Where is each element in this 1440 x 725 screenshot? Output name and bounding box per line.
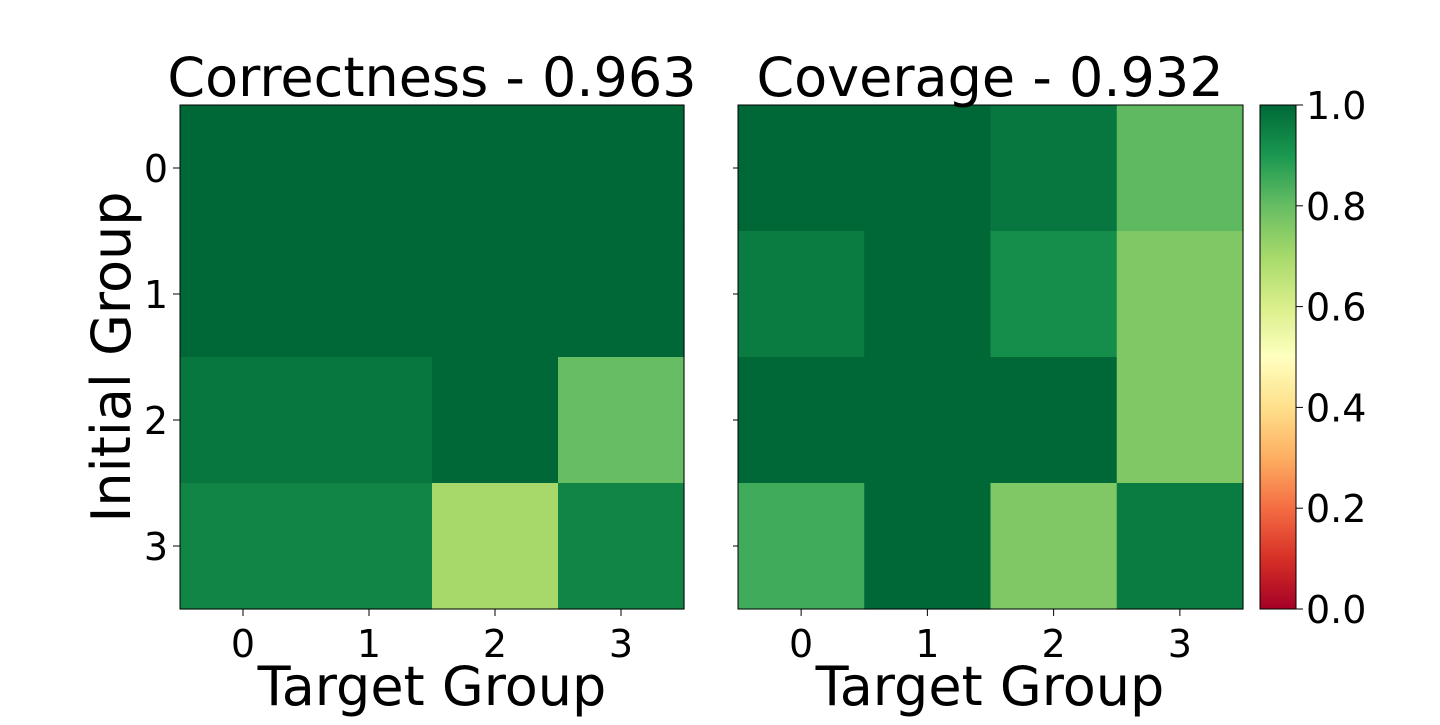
coverage-title: Coverage - 0.932 — [756, 46, 1223, 109]
coverage-cell-r3-c2 — [990, 483, 1118, 610]
correctness-cell-r2-c3 — [558, 357, 685, 484]
correctness-x-tick-label-0: 0 — [231, 622, 255, 666]
coverage-cell-r2-c0 — [738, 357, 865, 484]
coverage-y-tick-marks — [733, 167, 738, 547]
correctness-y-tick-label-2: 2 — [144, 399, 168, 443]
colorbar-frame — [1259, 104, 1297, 610]
colorbar-tick-label-3: 0.6 — [1306, 286, 1366, 330]
coverage-x-tick-label-2: 2 — [1042, 622, 1066, 666]
coverage-x-tick-label-1: 1 — [915, 622, 939, 666]
correctness-y-tick-label-3: 3 — [144, 525, 168, 569]
coverage-cell-r0-c1 — [864, 105, 992, 232]
coverage-x-tick-label-3: 3 — [1168, 622, 1192, 666]
colorbar-tick-label-4: 0.8 — [1306, 185, 1366, 229]
correctness-x-tick-label-3: 3 — [609, 622, 633, 666]
correctness-cell-r1-c1 — [306, 231, 433, 358]
coverage-cell-r0-c3 — [1116, 105, 1244, 232]
coverage-cell-r1-c3 — [1116, 231, 1244, 358]
correctness-y-ticks: 0 1 2 3 — [144, 147, 180, 569]
correctness-y-tick-label-1: 1 — [144, 273, 168, 317]
coverage-x-ticks: 0 1 2 3 — [789, 609, 1192, 666]
coverage-plot-frame — [737, 104, 1244, 610]
correctness-heatmap-cells — [180, 105, 685, 610]
colorbar-tick-label-1: 0.2 — [1306, 487, 1366, 531]
correctness-x-axis-label: Target Group — [257, 655, 607, 718]
correctness-cell-r3-c3 — [558, 483, 685, 610]
coverage-x-axis-label: Target Group — [815, 655, 1165, 718]
correctness-plot-frame — [179, 104, 685, 610]
coverage-cell-r2-c2 — [990, 357, 1118, 484]
correctness-cell-r2-c1 — [306, 357, 433, 484]
correctness-cell-r0-c1 — [306, 105, 433, 232]
correctness-cell-r3-c2 — [432, 483, 559, 610]
correctness-cell-r0-c0 — [180, 105, 307, 232]
correctness-y-tick-label-0: 0 — [144, 147, 168, 191]
correctness-cell-r1-c0 — [180, 231, 307, 358]
coverage-heatmap-cells — [738, 105, 1244, 610]
correctness-cell-r0-c3 — [558, 105, 685, 232]
correctness-cell-r3-c0 — [180, 483, 307, 610]
coverage-cell-r3-c0 — [738, 483, 865, 610]
coverage-cell-r1-c0 — [738, 231, 865, 358]
coverage-cell-r3-c1 — [864, 483, 992, 610]
correctness-y-axis-label: Initial Group — [80, 192, 143, 523]
correctness-x-tick-label-2: 2 — [483, 622, 507, 666]
coverage-cell-r2-c1 — [864, 357, 992, 484]
colorbar-ticks: 0.0 0.2 0.4 0.6 0.8 1.0 — [1296, 84, 1366, 632]
correctness-cell-r0-c2 — [432, 105, 559, 232]
coverage-cell-r0-c2 — [990, 105, 1118, 232]
coverage-cell-r1-c1 — [864, 231, 992, 358]
colorbar-tick-label-0: 0.0 — [1306, 588, 1366, 632]
correctness-cell-r2-c0 — [180, 357, 307, 484]
colorbar-gradient — [1260, 105, 1296, 609]
coverage-cell-r1-c2 — [990, 231, 1118, 358]
coverage-panel: 0 1 2 3 Coverage - 0.932 Target Group — [733, 46, 1244, 718]
correctness-cell-r3-c1 — [306, 483, 433, 610]
coverage-x-tick-label-0: 0 — [789, 622, 813, 666]
correctness-cell-r1-c2 — [432, 231, 559, 358]
coverage-cell-r3-c3 — [1116, 483, 1244, 610]
colorbar: 0.0 0.2 0.4 0.6 0.8 1.0 — [1259, 84, 1366, 632]
correctness-panel: 0 1 2 3 0 1 2 3 Correctness - 0.963 Target Gro… — [80, 46, 697, 718]
colorbar-tick-label-2: 0.4 — [1306, 386, 1366, 430]
colorbar-tick-label-5: 1.0 — [1306, 84, 1366, 128]
correctness-title: Correctness - 0.963 — [167, 46, 696, 109]
correctness-x-ticks: 0 1 2 3 — [231, 609, 633, 666]
correctness-cell-r2-c2 — [432, 357, 559, 484]
coverage-cell-r0-c0 — [738, 105, 865, 232]
coverage-cell-r2-c3 — [1116, 357, 1244, 484]
correctness-x-tick-label-1: 1 — [357, 622, 381, 666]
correctness-cell-r1-c3 — [558, 231, 685, 358]
